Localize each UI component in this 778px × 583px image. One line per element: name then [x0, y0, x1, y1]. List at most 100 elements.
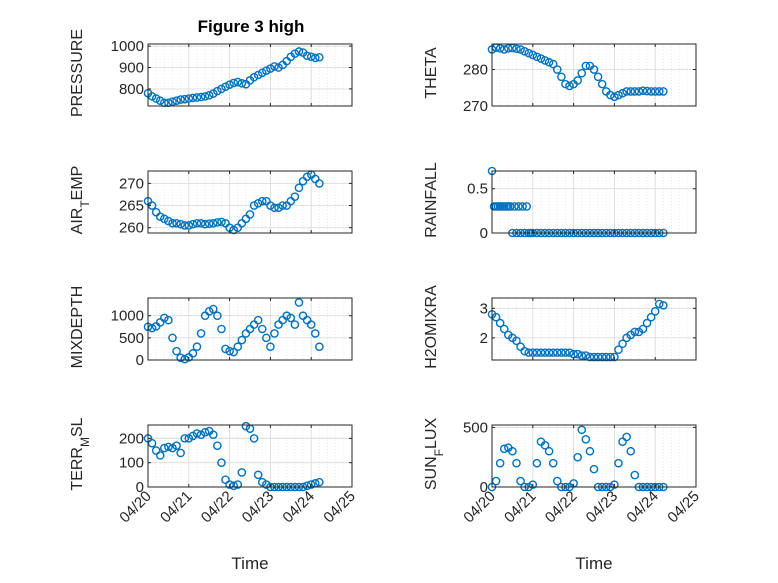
chart-8-point [573, 452, 582, 462]
chart-3-ytick-label: 270 [119, 175, 144, 192]
chart-8-point [508, 446, 517, 456]
chart-3-point [180, 221, 190, 230]
chart-8-ytick-label: 0 [480, 479, 488, 496]
chart-8-point [552, 476, 562, 486]
chart-7-point [200, 427, 210, 437]
chart-2-point [557, 72, 566, 82]
chart-8-point [516, 476, 525, 486]
chart-2-point [499, 45, 509, 54]
chart-5-point [204, 306, 214, 316]
chart-6-point [589, 352, 599, 362]
chart-2-point [536, 54, 546, 63]
chart-6-point [646, 312, 656, 322]
chart-1-point [257, 68, 267, 78]
chart-3-point [155, 212, 165, 221]
chart-8-point [585, 446, 595, 456]
chart-4-point [506, 202, 515, 211]
chart-8-point [630, 470, 640, 480]
chart-6-point [642, 318, 652, 328]
chart-1-point [233, 77, 243, 87]
chart-3-point [184, 221, 194, 230]
chart-4-point [514, 202, 523, 211]
chart-8-point [589, 464, 599, 474]
chart-1-axes-box [147, 43, 353, 107]
chart-1-ytick-label: 1000 [111, 38, 144, 55]
chart-5-point [294, 298, 304, 307]
chart-1-point [266, 64, 275, 73]
chart-3-point [192, 218, 202, 228]
chart-3-ytick-label: 260 [119, 220, 144, 237]
chart-1-point [294, 47, 304, 56]
chart-7-point [180, 434, 190, 443]
chart-7-point [225, 480, 234, 489]
chart-7-xlabel: Time [231, 554, 268, 573]
chart-1-point [262, 66, 271, 76]
chart-7-point [213, 441, 222, 450]
chart-2-point [532, 52, 542, 62]
chart-5-ylabel: MIXDEPTH [69, 286, 86, 369]
chart-3-point [196, 218, 206, 228]
chart-5-point [225, 346, 234, 356]
chart-3-point [245, 210, 255, 219]
chart-3-point [168, 218, 177, 228]
chart-3-point [302, 172, 312, 182]
chart-6-series [487, 299, 668, 362]
chart-7-ytick-label: 200 [119, 430, 144, 447]
chart-2-point [544, 57, 554, 67]
chart-1-point [213, 86, 222, 96]
chart-1-point [180, 94, 190, 104]
chart-2-point [520, 46, 529, 56]
chart-2-point [495, 44, 505, 53]
chart-5-point [237, 335, 247, 345]
chart-5-point [160, 313, 169, 323]
chart-1-point [221, 82, 230, 92]
chart-1-point [229, 78, 238, 88]
chart-7-axes-box [147, 424, 353, 488]
chart-1-point [310, 53, 320, 63]
chart-7-point [233, 480, 243, 489]
chart-1-point [168, 97, 177, 107]
chart-5-point [192, 342, 202, 352]
chart-7-point [306, 480, 316, 489]
chart-3-point [172, 218, 181, 228]
chart-2-ylabel: THETA [423, 47, 440, 99]
chart-1-point [249, 72, 259, 82]
chart-3-point [164, 216, 173, 226]
chart-2-axes-box [491, 43, 697, 107]
chart-5-point [282, 311, 292, 321]
chart-1-point [315, 52, 324, 62]
chart-6-point [565, 348, 574, 357]
chart-2-point [593, 72, 603, 82]
chart-8-point [544, 446, 554, 456]
chart-5-ytick-label: 500 [119, 330, 144, 347]
chart-6-point [614, 345, 623, 354]
chart-3-point [208, 218, 218, 228]
chart-6-point [585, 352, 595, 362]
chart-5-point [270, 329, 279, 338]
chart-1-point [237, 79, 247, 88]
chart-2-point [565, 81, 574, 91]
chart-6-point [577, 351, 587, 360]
chart-1-point [192, 93, 202, 102]
chart-8-point [614, 458, 623, 468]
chart-2-point [589, 65, 599, 74]
chart-8-point [499, 444, 509, 454]
chart-1-point [302, 51, 312, 61]
chart-2-point [528, 50, 538, 60]
chart-2-point [577, 68, 587, 78]
chart-6-point [548, 348, 558, 357]
chart-3-point [160, 214, 169, 224]
chart-7-point [176, 448, 185, 458]
chart-5-point [229, 347, 238, 357]
chart-8-point [610, 480, 619, 489]
chart-3-axes-box [147, 170, 353, 234]
chart-2-point [512, 44, 521, 54]
chart-2-ytick-label: 280 [463, 62, 488, 79]
chart-3-point [200, 219, 210, 229]
chart-3-point [270, 203, 279, 213]
chart-8-point [577, 425, 587, 435]
chart-1-point [184, 94, 194, 103]
chart-5-point [310, 329, 320, 338]
chart-2-point [561, 79, 570, 89]
